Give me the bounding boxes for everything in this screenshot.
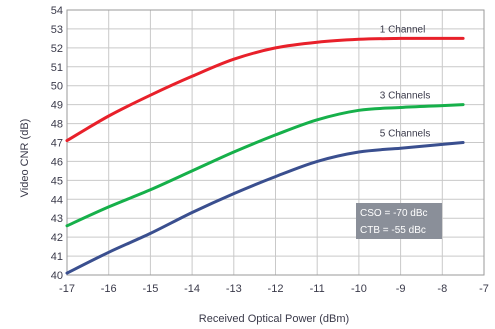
y-tick-label: 44	[51, 194, 63, 206]
annotation-box: CSO = -70 dBc CTB = -55 dBc	[356, 203, 442, 239]
x-tick-label: -12	[268, 283, 284, 295]
x-tick-label: -10	[351, 283, 367, 295]
annotation-ctb: CTB = -55 dBc	[360, 225, 426, 236]
series-line-3-channels	[65, 103, 465, 228]
x-axis-title: Received Optical Power (dBm)	[199, 313, 349, 325]
tick-labels: -17 -16 -15 -14 -13 -12 -11 -10 -9 -8 -7 40 41 42 43 44…	[51, 5, 489, 295]
x-tick-label: -14	[184, 283, 200, 295]
series-label-1-channel: 1 Channel	[380, 24, 426, 35]
y-tick-label: 48	[51, 119, 63, 131]
series-label-3-channels: 3 Channels	[380, 91, 431, 102]
y-tick-label: 53	[51, 24, 63, 36]
x-tick-label: -15	[142, 283, 158, 295]
y-tick-label: 54	[51, 5, 63, 17]
series-label-5-channels: 5 Channels	[380, 129, 431, 140]
y-axis-title: Video CNR (dB)	[19, 119, 31, 198]
y-tick-label: 41	[51, 251, 63, 263]
x-tick-label: -8	[437, 283, 447, 295]
plot-frame	[66, 9, 485, 276]
x-tick-label: -13	[226, 283, 242, 295]
y-tick-label: 46	[51, 156, 63, 168]
y-tick-label: 40	[51, 270, 63, 282]
annotation-background	[356, 203, 442, 239]
y-tick-label: 42	[51, 232, 63, 244]
x-tick-label: -16	[101, 283, 117, 295]
y-tick-label: 43	[51, 213, 63, 225]
y-tick-label: 45	[51, 175, 63, 187]
y-tick-label: 51	[51, 62, 63, 74]
y-tick-label: 52	[51, 43, 63, 55]
x-tick-label: -9	[396, 283, 406, 295]
y-tick-label: 50	[51, 81, 63, 93]
x-tick-label: -11	[310, 283, 325, 295]
series-line-5-channels	[65, 141, 465, 275]
y-tick-label: 49	[51, 100, 63, 112]
annotation-cso: CSO = -70 dBc	[360, 208, 428, 219]
x-tick-label: -17	[59, 283, 75, 295]
series-labels: 1 Channel 3 Channels 5 Channels	[380, 24, 431, 139]
series	[65, 36, 465, 275]
y-tick-label: 47	[51, 138, 63, 150]
series-line-1-channel	[65, 36, 465, 143]
x-tick-label: -7	[479, 283, 489, 295]
